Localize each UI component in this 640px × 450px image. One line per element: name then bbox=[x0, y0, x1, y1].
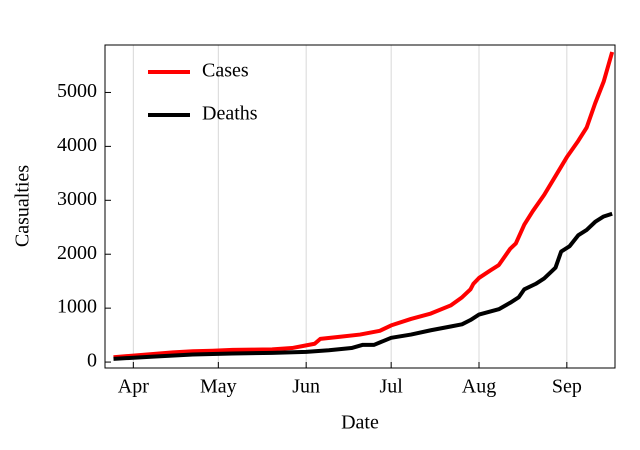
y-tick-label: 1000 bbox=[57, 296, 97, 318]
y-tick-label: 5000 bbox=[57, 80, 97, 102]
y-axis-label: Casualties bbox=[12, 165, 34, 247]
x-tick-label: Jul bbox=[379, 376, 403, 398]
series-line bbox=[113, 51, 615, 360]
y-tick-label: 0 bbox=[87, 350, 97, 372]
legend-label: Cases bbox=[202, 60, 249, 82]
plot-frame bbox=[104, 44, 616, 369]
x-tick-label: Aug bbox=[462, 376, 496, 398]
x-tick-label: Apr bbox=[118, 376, 149, 398]
x-tick-label: Sep bbox=[552, 376, 582, 398]
legend-label: Deaths bbox=[202, 103, 258, 125]
y-tick-label: 4000 bbox=[57, 134, 97, 156]
x-tick-label: May bbox=[200, 376, 237, 398]
x-tick-label: Jun bbox=[292, 376, 320, 398]
series-line bbox=[113, 211, 613, 361]
x-axis-label: Date bbox=[341, 412, 379, 434]
y-tick-label: 2000 bbox=[57, 242, 97, 264]
y-tick-label: 3000 bbox=[57, 188, 97, 210]
